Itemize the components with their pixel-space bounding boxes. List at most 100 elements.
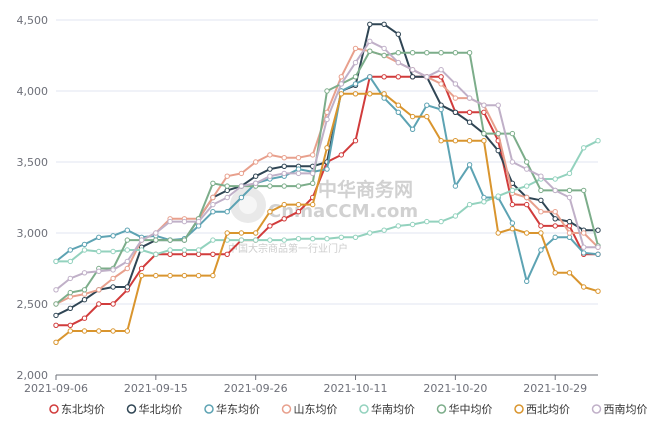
data-point xyxy=(53,258,59,265)
data-point xyxy=(367,48,373,54)
data-point xyxy=(210,180,216,187)
y-tick-label: 3,000 xyxy=(17,227,49,240)
data-point xyxy=(509,226,516,232)
data-point xyxy=(381,91,387,97)
data-point xyxy=(181,247,188,253)
data-point xyxy=(310,152,316,158)
legend-marker-icon xyxy=(49,404,59,414)
data-point xyxy=(81,297,88,303)
data-point xyxy=(395,223,401,229)
data-point xyxy=(295,236,302,242)
legend-marker-icon xyxy=(281,404,292,414)
data-point xyxy=(253,180,259,187)
data-point xyxy=(195,223,202,229)
legend-marker-icon xyxy=(591,404,602,414)
data-point xyxy=(195,272,202,279)
data-point xyxy=(452,81,459,87)
data-point xyxy=(224,173,230,179)
data-point xyxy=(367,230,373,236)
data-point xyxy=(424,50,430,56)
data-point xyxy=(595,251,601,258)
data-point xyxy=(324,145,330,151)
data-point xyxy=(595,227,601,233)
data-point xyxy=(210,272,216,279)
data-point xyxy=(438,218,444,225)
legend-item: 西南均价 xyxy=(591,403,648,416)
data-point xyxy=(381,74,387,80)
data-point xyxy=(595,244,601,250)
series-lines xyxy=(53,21,601,345)
series-6 xyxy=(53,91,601,345)
data-point xyxy=(466,119,473,125)
data-point xyxy=(124,258,131,265)
data-point xyxy=(224,251,230,258)
data-point xyxy=(167,247,173,253)
x-tick-label: 2021-10-11 xyxy=(324,382,388,395)
data-point xyxy=(538,197,544,204)
data-point xyxy=(96,248,102,255)
legend-label: 华中均价 xyxy=(449,402,493,416)
data-point xyxy=(124,237,131,243)
data-point xyxy=(295,170,302,177)
data-point xyxy=(53,339,59,345)
data-point xyxy=(53,301,59,307)
data-point xyxy=(238,183,245,189)
data-point xyxy=(552,270,558,276)
data-point xyxy=(452,50,459,56)
data-point xyxy=(438,67,444,73)
data-point xyxy=(210,209,216,215)
data-point xyxy=(138,247,145,253)
data-point xyxy=(466,138,473,144)
data-point xyxy=(381,227,387,233)
data-point xyxy=(438,106,444,113)
data-point xyxy=(310,170,316,177)
watermark-cn: 中华商务网 xyxy=(318,178,413,201)
data-point xyxy=(538,247,544,253)
data-point xyxy=(81,315,88,321)
data-point xyxy=(466,201,473,208)
data-point xyxy=(352,74,359,80)
data-point xyxy=(295,155,302,161)
data-point xyxy=(138,272,145,279)
data-point xyxy=(381,21,387,27)
data-point xyxy=(495,102,501,108)
watermark-en: ChinaCCM.com xyxy=(268,201,418,222)
data-point xyxy=(481,138,487,144)
x-tick-label: 2021-10-20 xyxy=(423,382,487,395)
watermark-tagline: 中国大宗商品第一行业门户 xyxy=(228,242,348,255)
data-point xyxy=(424,74,430,80)
data-point xyxy=(495,147,501,154)
data-point xyxy=(552,209,558,215)
data-point xyxy=(124,227,131,233)
y-tick-label: 2,000 xyxy=(17,369,49,382)
data-point xyxy=(566,187,573,194)
data-point xyxy=(267,209,273,215)
data-point xyxy=(138,265,145,272)
data-point xyxy=(281,170,287,177)
data-point xyxy=(509,130,516,137)
data-point xyxy=(395,74,401,80)
data-point xyxy=(581,230,587,236)
data-point xyxy=(509,201,516,208)
data-point xyxy=(167,237,173,243)
data-point xyxy=(552,234,558,241)
y-tick-label: 4,000 xyxy=(17,85,49,98)
data-point xyxy=(409,67,416,73)
data-point xyxy=(281,155,287,161)
legend-item: 山东均价 xyxy=(281,403,338,416)
data-point xyxy=(438,50,444,56)
data-point xyxy=(181,218,188,225)
data-point xyxy=(466,109,473,116)
data-point xyxy=(524,183,530,189)
data-point xyxy=(409,221,416,228)
data-point xyxy=(224,230,230,236)
data-point xyxy=(324,166,330,172)
data-point xyxy=(281,163,287,170)
data-point xyxy=(167,272,173,279)
x-tick-label: 2021-09-06 xyxy=(24,382,88,395)
data-point xyxy=(538,230,544,236)
data-point xyxy=(96,328,102,334)
data-point xyxy=(238,237,245,243)
data-point xyxy=(381,52,387,59)
data-point xyxy=(452,183,459,189)
